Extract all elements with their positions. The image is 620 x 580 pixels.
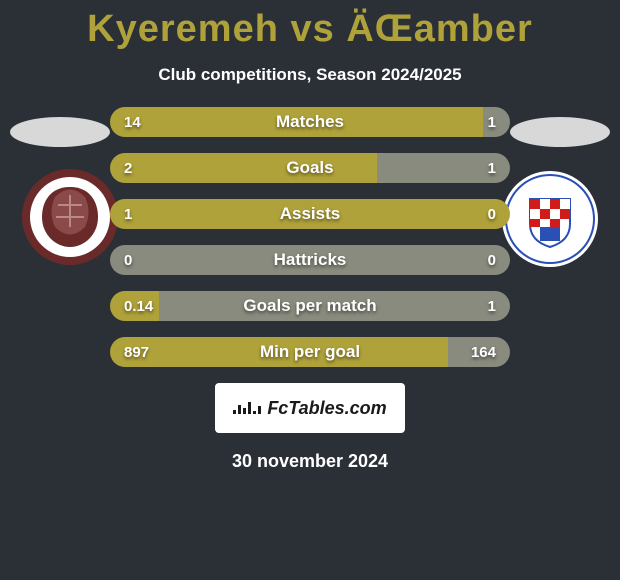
mini-chart-bar [248, 402, 251, 414]
stat-row: Min per goal897164 [110, 337, 510, 367]
stat-row: Assists10 [110, 199, 510, 229]
stat-value-right: 0 [488, 206, 496, 223]
stat-value-right: 1 [488, 298, 496, 315]
page-title: Kyeremeh vs ÄŒamber [0, 0, 620, 51]
stat-value-left: 2 [124, 160, 132, 177]
mini-chart-bar [258, 406, 261, 414]
stat-row: Goals21 [110, 153, 510, 183]
stat-value-right: 1 [488, 114, 496, 131]
stat-value-left: 897 [124, 344, 149, 361]
comparison-area: Matches141Goals21Assists10Hattricks00Goa… [0, 107, 620, 472]
stat-fill-left [110, 245, 310, 275]
stat-fill-left [110, 199, 510, 229]
mini-chart-bar [253, 411, 256, 414]
mini-chart-icon [233, 402, 261, 414]
stat-value-left: 14 [124, 114, 141, 131]
oval-shadow-right [510, 117, 610, 147]
stat-value-left: 1 [124, 206, 132, 223]
stat-value-right: 0 [488, 252, 496, 269]
comparison-date: 30 november 2024 [0, 451, 620, 472]
team-badge-left [20, 167, 120, 267]
site-badge: FcTables.com [215, 383, 405, 433]
stat-fill-right [310, 245, 510, 275]
stat-value-left: 0 [124, 252, 132, 269]
stat-fill-left [110, 337, 448, 367]
team-badge-right [500, 169, 600, 269]
subtitle: Club competitions, Season 2024/2025 [0, 65, 620, 85]
mini-chart-bar [233, 410, 236, 414]
mini-chart-bar [243, 408, 246, 414]
oval-shadow-left [10, 117, 110, 147]
stat-value-right: 164 [471, 344, 496, 361]
stat-row: Goals per match0.141 [110, 291, 510, 321]
stat-rows: Matches141Goals21Assists10Hattricks00Goa… [110, 107, 510, 367]
stat-fill-right [159, 291, 510, 321]
stat-value-left: 0.14 [124, 298, 153, 315]
site-name: FcTables.com [267, 398, 386, 419]
stat-row: Hattricks00 [110, 245, 510, 275]
stat-row: Matches141 [110, 107, 510, 137]
stat-value-right: 1 [488, 160, 496, 177]
stat-fill-left [110, 107, 483, 137]
stat-fill-left [110, 153, 377, 183]
mini-chart-bar [238, 405, 241, 414]
